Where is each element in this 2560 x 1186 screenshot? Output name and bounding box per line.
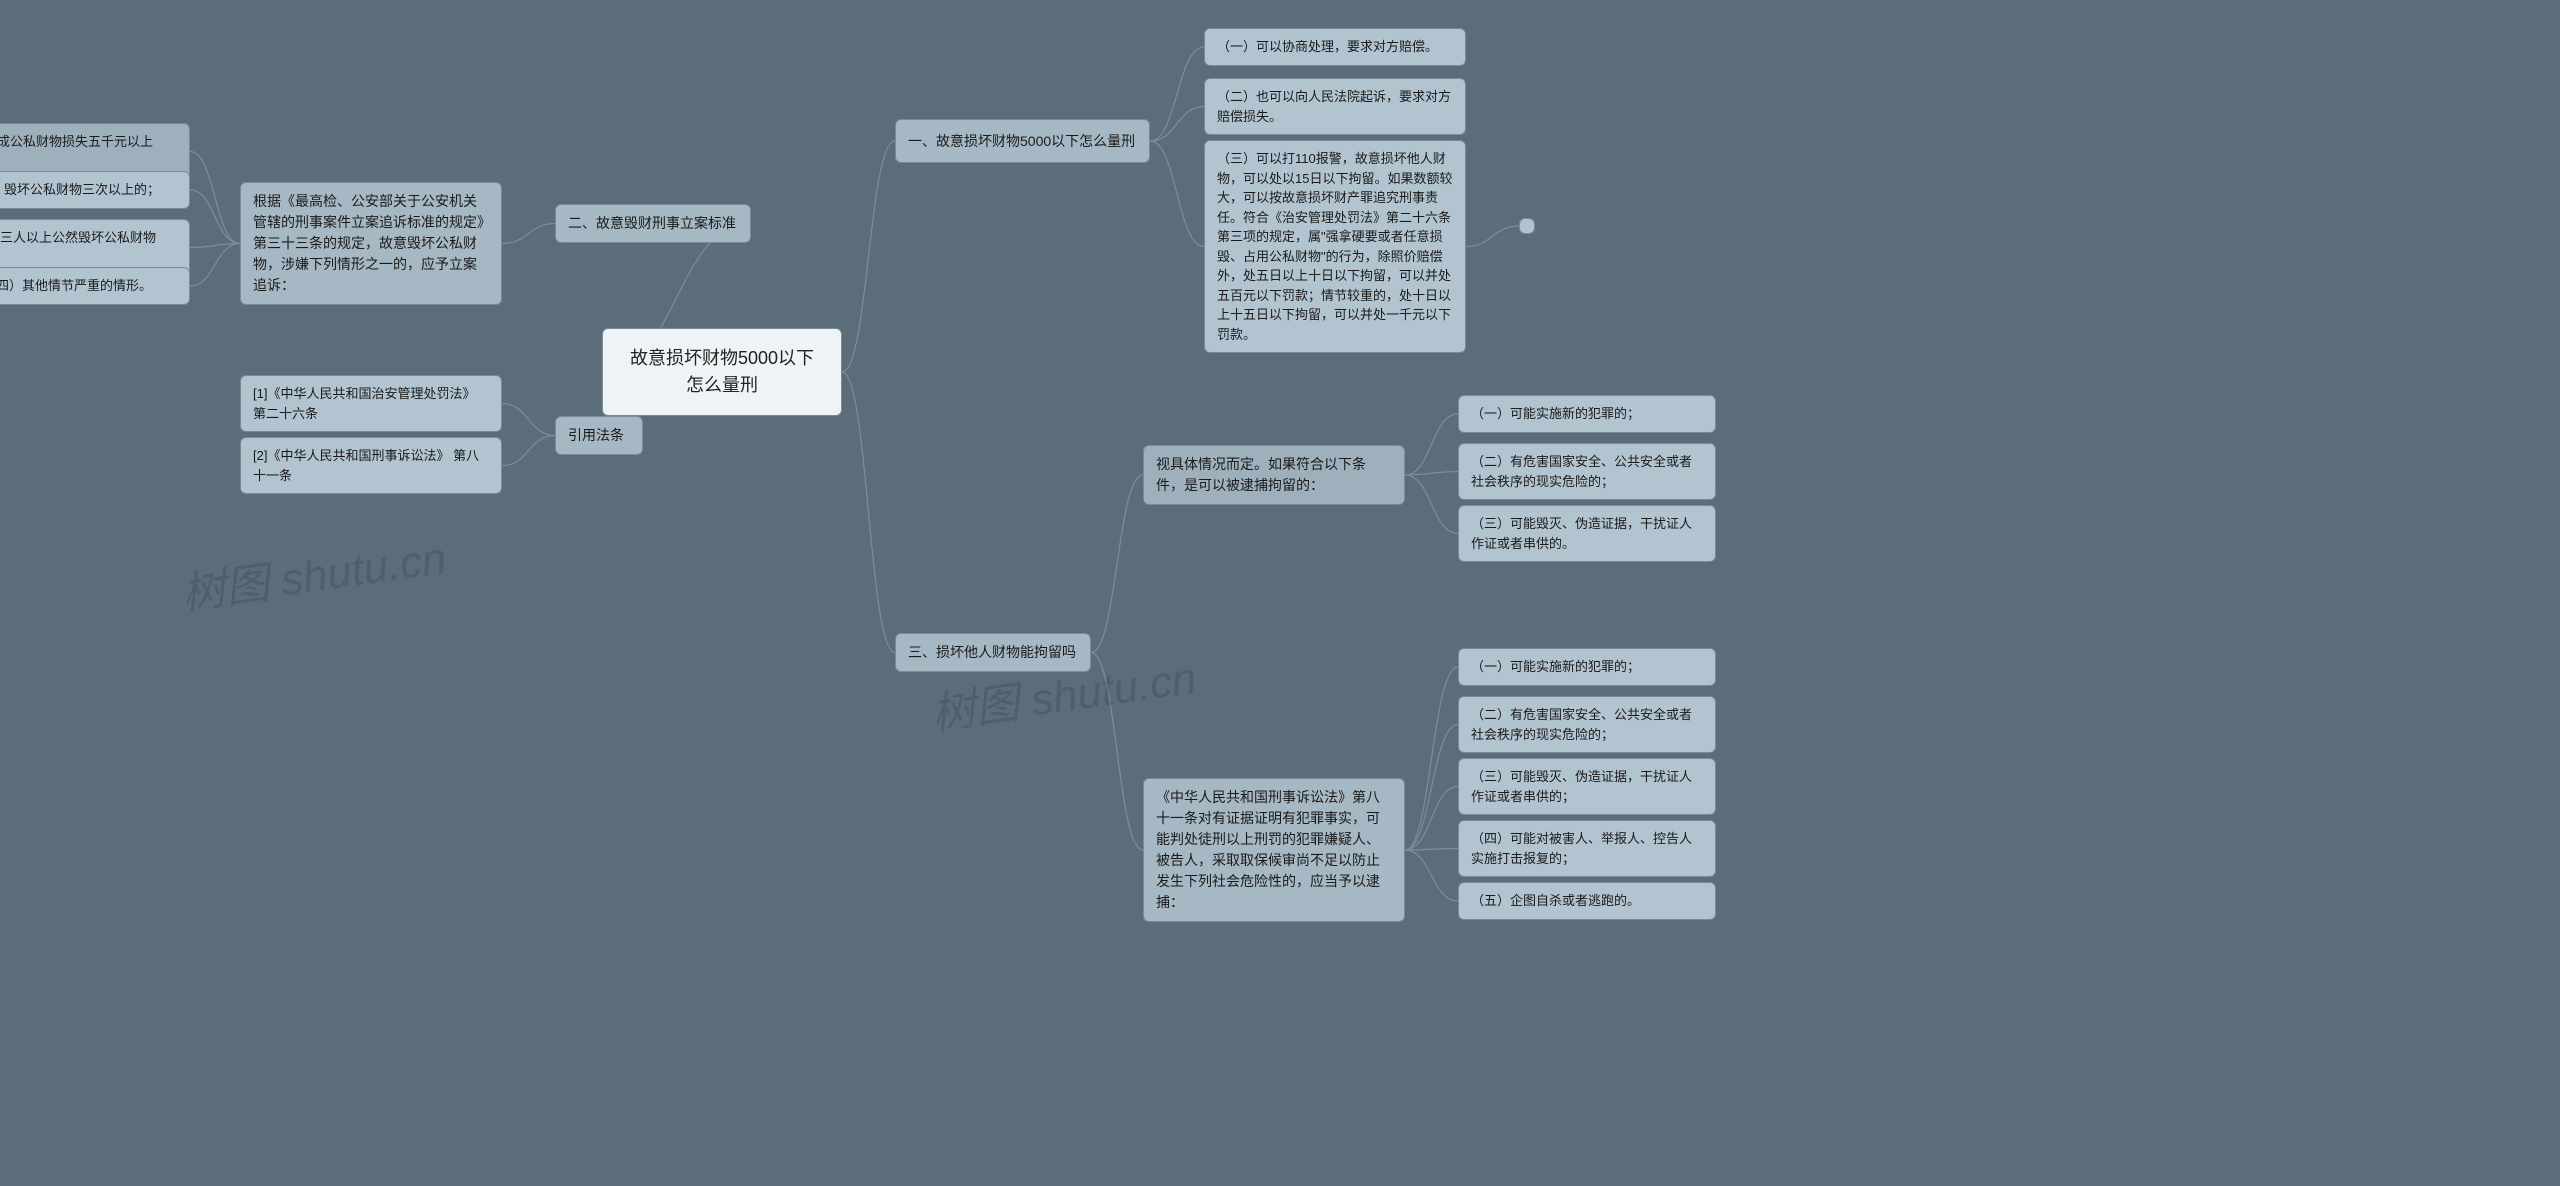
node-label: [2]《中华人民共和国刑事诉讼法》 第八十一条	[253, 446, 489, 485]
mindmap-node: 二、故意毁财刑事立案标准	[555, 204, 751, 243]
node-label: （三）可能毁灭、伪造证据，干扰证人作证或者串供的；	[1471, 767, 1703, 806]
mindmap-node: [2]《中华人民共和国刑事诉讼法》 第八十一条	[240, 437, 502, 494]
mindmap-node: （五）企图自杀或者逃跑的。	[1458, 882, 1716, 920]
node-label: （一）可能实施新的犯罪的；	[1471, 404, 1703, 424]
mindmap-node: （二）也可以向人民法院起诉，要求对方赔偿损失。	[1204, 78, 1466, 135]
mindmap-node: 根据《最高检、公安部关于公安机关管辖的刑事案件立案追诉标准的规定》第三十三条的规…	[240, 182, 502, 305]
node-label: 引用法条	[568, 425, 630, 446]
node-label: 视具体情况而定。如果符合以下条件，是可以被逮捕拘留的：	[1156, 454, 1392, 496]
node-label: （三）可以打110报警，故意损坏他人财物，可以处以15日以下拘留。如果数额较大，…	[1217, 149, 1453, 344]
mindmap-node: [1]《中华人民共和国治安管理处罚法》 第二十六条	[240, 375, 502, 432]
mindmap-node: （三）可能毁灭、伪造证据，干扰证人作证或者串供的；	[1458, 758, 1716, 815]
mindmap-node: 引用法条	[555, 416, 643, 455]
node-label: （二）有危害国家安全、公共安全或者社会秩序的现实危险的；	[1471, 705, 1703, 744]
node-label: 二、故意毁财刑事立案标准	[568, 213, 738, 234]
mindmap-node: 故意损坏财物5000以下怎么量刑	[602, 328, 842, 416]
mindmap-node: （四）其他情节严重的情形。	[0, 267, 190, 305]
mindmap-node: （四）可能对被害人、举报人、控告人实施打击报复的；	[1458, 820, 1716, 877]
mindmap-node-stub	[1519, 218, 1535, 234]
node-label: 一、故意损坏财物5000以下怎么量刑	[908, 131, 1137, 152]
mindmap-node: 一、故意损坏财物5000以下怎么量刑	[895, 119, 1150, 163]
mindmap-node: 视具体情况而定。如果符合以下条件，是可以被逮捕拘留的：	[1143, 445, 1405, 505]
mindmap-node: （一）可以协商处理，要求对方赔偿。	[1204, 28, 1466, 66]
mindmap-node: 《中华人民共和国刑事诉讼法》第八十一条对有证据证明有犯罪事实，可能判处徒刑以上刑…	[1143, 778, 1405, 922]
node-label: （三）可能毁灭、伪造证据，干扰证人作证或者串供的。	[1471, 514, 1703, 553]
node-label: （四）其他情节严重的情形。	[0, 276, 177, 296]
node-label: （一）可以协商处理，要求对方赔偿。	[1217, 37, 1453, 57]
mindmap-node: （三）可以打110报警，故意损坏他人财物，可以处以15日以下拘留。如果数额较大，…	[1204, 140, 1466, 353]
mindmap-node: （三）可能毁灭、伪造证据，干扰证人作证或者串供的。	[1458, 505, 1716, 562]
mindmap-node: （一）可能实施新的犯罪的；	[1458, 395, 1716, 433]
node-label: 故意损坏财物5000以下怎么量刑	[623, 345, 821, 399]
node-label: （二）也可以向人民法院起诉，要求对方赔偿损失。	[1217, 87, 1453, 126]
node-label: （一）可能实施新的犯罪的；	[1471, 657, 1703, 677]
mindmap-node: （二）毁坏公私财物三次以上的；	[0, 171, 190, 209]
node-label: （二）有危害国家安全、公共安全或者社会秩序的现实危险的；	[1471, 452, 1703, 491]
node-label: （一）造成公私财物损失五千元以上的；	[0, 132, 177, 171]
node-label: 《中华人民共和国刑事诉讼法》第八十一条对有证据证明有犯罪事实，可能判处徒刑以上刑…	[1156, 787, 1392, 913]
watermark: 树图 shutu.cn	[177, 522, 450, 622]
node-label: [1]《中华人民共和国治安管理处罚法》 第二十六条	[253, 384, 489, 423]
mindmap-node: （二）有危害国家安全、公共安全或者社会秩序的现实危险的；	[1458, 696, 1716, 753]
node-label: （二）毁坏公私财物三次以上的；	[0, 180, 177, 200]
node-label: （三）纠集三人以上公然毁坏公私财物的；	[0, 228, 177, 267]
node-label: 根据《最高检、公安部关于公安机关管辖的刑事案件立案追诉标准的规定》第三十三条的规…	[253, 191, 489, 296]
node-label: 三、损坏他人财物能拘留吗	[908, 642, 1078, 663]
mindmap-node: （二）有危害国家安全、公共安全或者社会秩序的现实危险的；	[1458, 443, 1716, 500]
node-label: （四）可能对被害人、举报人、控告人实施打击报复的；	[1471, 829, 1703, 868]
mindmap-node: （一）可能实施新的犯罪的；	[1458, 648, 1716, 686]
mindmap-node: 三、损坏他人财物能拘留吗	[895, 633, 1091, 672]
node-label: （五）企图自杀或者逃跑的。	[1471, 891, 1703, 911]
